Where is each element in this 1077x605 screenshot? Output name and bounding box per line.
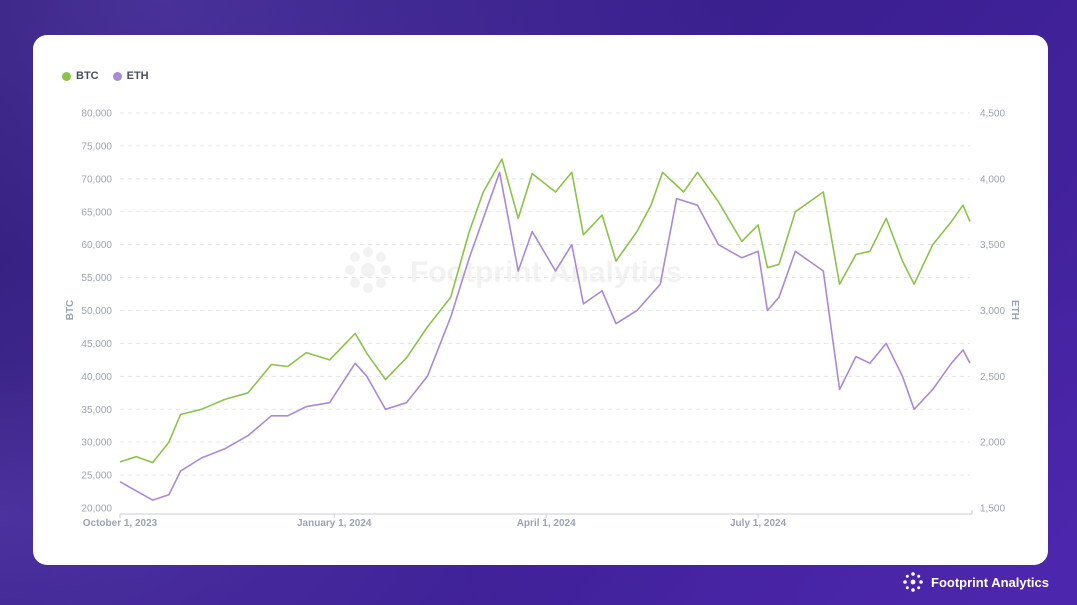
x-tick-label: July 1, 2024 <box>730 518 787 529</box>
y-left-tick-label: 20,000 <box>81 504 112 515</box>
legend-item-eth[interactable]: ETH <box>112 70 149 82</box>
chart-card <box>33 35 1048 565</box>
y-left-tick-label: 35,000 <box>81 405 112 416</box>
legend-dot-eth <box>112 71 122 81</box>
x-tick-label: April 1, 2024 <box>517 518 576 529</box>
y-right-axis-title: ETH <box>1009 300 1020 320</box>
legend-dot-btc <box>62 71 71 81</box>
y-right-tick-label: 3,000 <box>980 306 1005 317</box>
y-left-tick-label: 30,000 <box>81 438 112 449</box>
legend-label-btc: BTC <box>76 70 99 82</box>
y-left-tick-label: 70,000 <box>81 174 112 185</box>
x-tick-label: October 1, 2023 <box>83 518 158 529</box>
watermark: Footprint Analytics <box>345 247 682 293</box>
y-left-axis-title: BTC <box>65 300 76 321</box>
y-left-tick-label: 50,000 <box>81 306 112 317</box>
series-line-btc <box>119 158 971 464</box>
brand-footer: Footprint Analytics <box>901 570 1049 594</box>
y-left-tick-label: 60,000 <box>81 240 112 251</box>
y-left-tick-label: 45,000 <box>81 339 112 350</box>
y-right-tick-label: 2,000 <box>980 438 1005 449</box>
y-left-tick-label: 55,000 <box>81 273 112 284</box>
y-left-tick-label: 75,000 <box>81 141 112 152</box>
y-left-tick-label: 65,000 <box>81 207 112 218</box>
y-right-tick-label: 4,000 <box>980 174 1005 185</box>
chart-legend: BTC ETH <box>62 70 149 82</box>
legend-label-eth: ETH <box>126 70 149 82</box>
footprint-logo-icon <box>903 572 923 592</box>
y-right-tick-label: 2,500 <box>980 372 1005 383</box>
series-line-eth <box>119 171 971 501</box>
y-right-tick-label: 3,500 <box>980 240 1005 251</box>
x-tick-label: January 1, 2024 <box>297 518 372 529</box>
y-left-tick-label: 40,000 <box>81 372 112 383</box>
y-right-tick-label: 1,500 <box>980 504 1005 515</box>
legend-item-btc[interactable]: BTC <box>62 70 99 82</box>
y-right-tick-label: 4,500 <box>980 109 1005 120</box>
brand-name: Footprint Analytics <box>931 574 1049 590</box>
y-left-tick-label: 80,000 <box>81 109 112 120</box>
svg-text:Footprint Analytics: Footprint Analytics <box>410 256 682 289</box>
y-left-tick-label: 25,000 <box>81 471 112 482</box>
